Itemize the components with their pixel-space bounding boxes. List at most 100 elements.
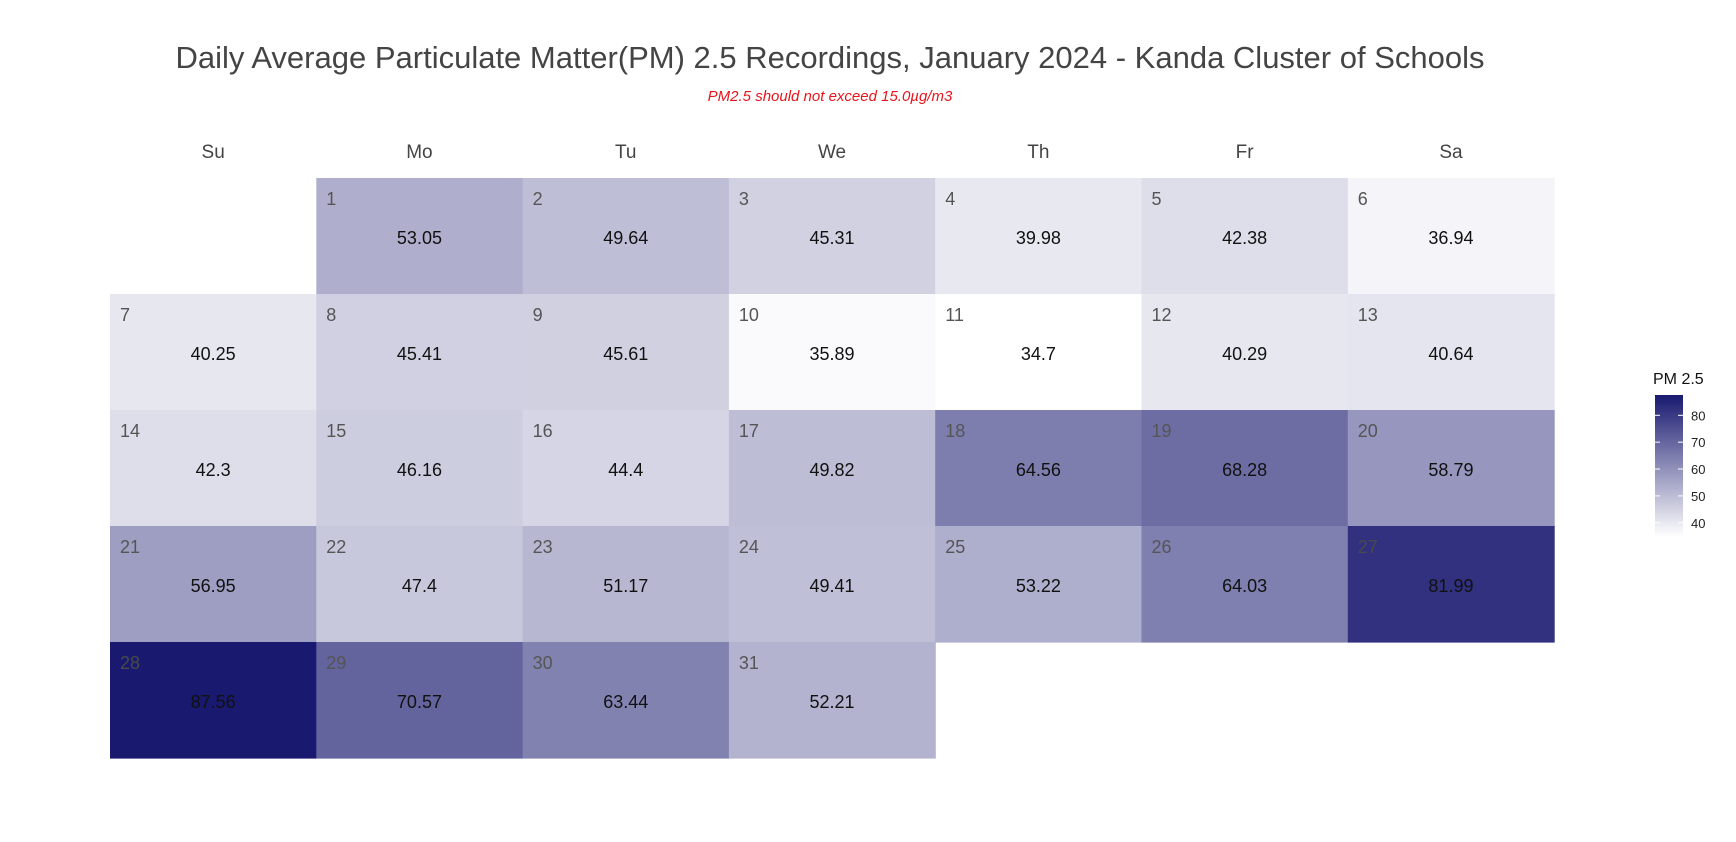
day-value: 45.31 (810, 228, 855, 248)
legend: PM 2.5 40 50 60 70 80 (1653, 371, 1705, 537)
day-cell-rect (728, 642, 936, 759)
day-value: 68.28 (1222, 460, 1267, 480)
weekday-label-sa: Sa (1439, 142, 1463, 163)
day-value: 52.21 (810, 692, 855, 712)
day-cell: 13 40.64 (1347, 294, 1555, 411)
day-cell: 10 35.89 (728, 294, 936, 411)
day-cell: 945.61 (522, 294, 730, 411)
day-value: 47.4 (402, 576, 437, 596)
day-value: 40.64 (1428, 344, 1473, 364)
day-cell: 740.25 (110, 294, 317, 411)
weekday-label-th: Th (1027, 142, 1049, 163)
weekday-label-tu: Tu (615, 142, 636, 163)
day-cell: 249.64 (522, 178, 730, 295)
day-cell-rect (110, 526, 317, 643)
day-number: 8 (326, 305, 336, 325)
day-number: 5 (1152, 189, 1162, 209)
day-cell-rect (935, 178, 1143, 295)
day-cell: 25 53.22 (935, 526, 1143, 643)
day-number: 30 (533, 653, 553, 673)
day-cell: 31 52.21 (728, 642, 936, 759)
day-number: 29 (326, 653, 346, 673)
day-cell: 845.41 (316, 294, 524, 411)
day-cell-rect (728, 294, 936, 411)
day-value: 53.22 (1016, 576, 1061, 596)
day-number: 9 (533, 305, 543, 325)
day-cell: 636.94 (1347, 178, 1555, 295)
day-value: 39.98 (1016, 228, 1061, 248)
legend-tick-label: 40 (1691, 516, 1705, 531)
day-number: 12 (1152, 305, 1172, 325)
day-cell: 439.98 (935, 178, 1143, 295)
day-value: 40.29 (1222, 344, 1267, 364)
day-cell: 11 34.7 (935, 294, 1143, 411)
day-value: 70.57 (397, 692, 442, 712)
day-cell: 17 49.82 (728, 410, 936, 527)
day-cell-rect (110, 642, 317, 759)
legend-tick-label: 80 (1691, 408, 1705, 423)
day-value: 34.7 (1021, 344, 1056, 364)
day-cell: 28 87.56 (110, 642, 317, 759)
day-value: 42.3 (196, 460, 231, 480)
day-cell-rect (110, 294, 317, 411)
day-number: 18 (945, 421, 965, 441)
day-cell-rect (935, 410, 1143, 527)
day-cell-rect (316, 410, 524, 527)
day-number: 2 (533, 189, 543, 209)
day-value: 81.99 (1428, 576, 1473, 596)
day-cell-rect (522, 294, 730, 411)
day-value: 45.41 (397, 344, 442, 364)
day-number: 27 (1358, 537, 1378, 557)
legend-ticks: 40 50 60 70 80 (1655, 408, 1705, 531)
day-cell: 21 56.95 (110, 526, 317, 643)
weekday-label-mo: Mo (406, 142, 432, 163)
day-value: 40.25 (191, 344, 236, 364)
day-cell: 24 49.41 (728, 526, 936, 643)
day-number: 4 (945, 189, 955, 209)
day-cell: 542.38 (1141, 178, 1349, 295)
day-number: 13 (1358, 305, 1378, 325)
day-cell-rect (316, 294, 524, 411)
day-number: 26 (1152, 537, 1172, 557)
day-cell-rect (316, 178, 524, 295)
day-number: 28 (120, 653, 140, 673)
day-number: 25 (945, 537, 965, 557)
day-cell-rect (1141, 526, 1349, 643)
day-value: 42.38 (1222, 228, 1267, 248)
day-number: 17 (739, 421, 759, 441)
day-cell: 16 44.4 (522, 410, 730, 527)
day-value: 45.61 (603, 344, 648, 364)
day-number: 23 (533, 537, 553, 557)
day-value: 46.16 (397, 460, 442, 480)
day-cell: 22 47.4 (316, 526, 524, 643)
day-cell-rect (522, 178, 730, 295)
day-value: 36.94 (1428, 228, 1473, 248)
day-cell: 23 51.17 (522, 526, 730, 643)
day-value: 53.05 (397, 228, 442, 248)
day-cell: 26 64.03 (1141, 526, 1349, 643)
day-cell-rect (1141, 294, 1349, 411)
chart-title: Daily Average Particulate Matter(PM) 2.5… (175, 40, 1485, 75)
day-number: 11 (945, 305, 964, 325)
day-value: 58.79 (1428, 460, 1473, 480)
day-cell: 29 70.57 (316, 642, 524, 759)
day-cell: 15 46.16 (316, 410, 524, 527)
day-value: 63.44 (603, 692, 648, 712)
day-cell-rect (316, 526, 524, 643)
day-number: 14 (120, 421, 140, 441)
day-value: 64.03 (1222, 576, 1267, 596)
day-number: 10 (739, 305, 759, 325)
day-cell-rect (522, 642, 730, 759)
chart-subtitle: PM2.5 should not exceed 15.0µg/m3 (707, 88, 953, 105)
day-cell: 18 64.56 (935, 410, 1143, 527)
day-cell: 27 81.99 (1347, 526, 1555, 643)
legend-tick-label: 70 (1691, 435, 1705, 450)
day-cell: 12 40.29 (1141, 294, 1349, 411)
weekday-label-fr: Fr (1236, 142, 1255, 163)
day-cell: 20 58.79 (1347, 410, 1555, 527)
day-value: 51.17 (603, 576, 648, 596)
legend-title: PM 2.5 (1653, 371, 1704, 388)
weekday-label-we: We (818, 142, 846, 163)
day-cell-rect (728, 410, 936, 527)
day-cell-rect (728, 178, 936, 295)
